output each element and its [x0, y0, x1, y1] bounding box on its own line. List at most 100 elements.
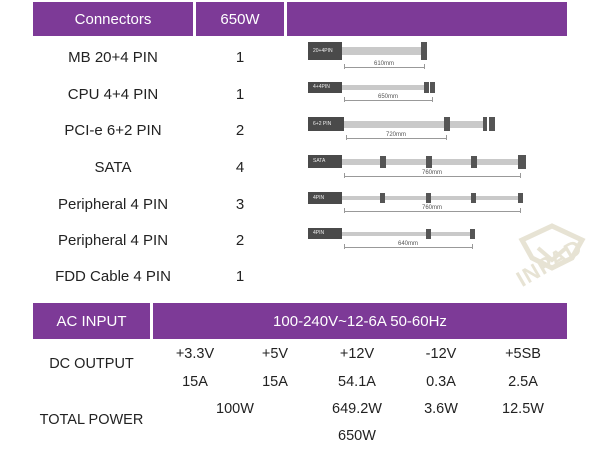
- rail-voltage: -12V: [425, 346, 457, 362]
- plug-label: SATA: [313, 158, 326, 164]
- cable-length: 610mm: [373, 61, 394, 67]
- wire: [342, 196, 520, 200]
- dimension-tick: [346, 135, 347, 140]
- connector-head: [380, 156, 386, 168]
- connector-head: [483, 117, 487, 131]
- connector-name: PCI-e 6+2 PIN: [64, 122, 162, 139]
- power-minus-12v: 3.6W: [424, 401, 458, 417]
- plug-label: 4PIN: [313, 230, 325, 236]
- connector-head: [470, 229, 475, 239]
- total-power-label: TOTAL POWER: [39, 412, 144, 428]
- dimension-tick: [424, 64, 425, 69]
- cable-diagram-pcie: 6+2 PIN 720mm: [308, 117, 498, 145]
- wire: [342, 232, 472, 236]
- wire: [342, 85, 426, 90]
- rail-current: 15A: [262, 374, 288, 390]
- connector-count: 1: [235, 268, 245, 285]
- dimension-tick: [520, 208, 521, 213]
- plug-label: 4PIN: [313, 195, 325, 201]
- plug-peripheral: 4PIN: [308, 228, 342, 239]
- inpad-logo-icon: [518, 223, 586, 271]
- connector-name: FDD Cable 4 PIN: [55, 268, 171, 285]
- connector-count: 2: [235, 232, 245, 249]
- connector-count: 2: [235, 122, 245, 139]
- connector-name: Peripheral 4 PIN: [57, 196, 169, 213]
- connector-name: CPU 4+4 PIN: [67, 86, 159, 103]
- connector-head: [444, 117, 450, 131]
- dimension-tick: [520, 173, 521, 178]
- connector-head: [426, 156, 432, 168]
- ac-input-value: 100-240V~12-6A 50-60Hz: [273, 312, 447, 330]
- cable-diagram-cpu: 4+4PIN 650mm: [308, 82, 438, 108]
- dimension-tick: [344, 244, 345, 249]
- cable-length: 720mm: [385, 132, 406, 138]
- dimension-line: [344, 247, 472, 248]
- power-12v: 649.2W: [332, 401, 382, 417]
- connector-name: SATA: [94, 159, 132, 176]
- connector-head: [421, 42, 427, 60]
- power-5sb: 12.5W: [502, 401, 544, 417]
- dimension-tick: [344, 208, 345, 213]
- header-wattage-label: 650W: [220, 10, 260, 28]
- dimension-tick: [446, 135, 447, 140]
- dimension-line: [344, 211, 520, 212]
- connector-head: [430, 82, 435, 93]
- rail-voltage: +3.3V: [175, 346, 215, 362]
- cable-diagram-mb: 20+4PIN 610mm: [308, 42, 433, 76]
- rail-current: 0.3A: [426, 374, 456, 390]
- connector-name: Peripheral 4 PIN: [57, 232, 169, 249]
- rail-voltage: +5SB: [505, 346, 541, 362]
- ac-input-band: AC INPUT: [33, 303, 150, 339]
- header-cable-column: [287, 2, 567, 36]
- cable-length: 640mm: [397, 241, 418, 247]
- cable-length: 650mm: [377, 94, 398, 100]
- dimension-line: [344, 176, 520, 177]
- wire: [450, 121, 484, 128]
- wire: [344, 121, 446, 128]
- wire: [342, 47, 422, 55]
- cable-diagram-sata: SATA 760mm: [308, 155, 530, 183]
- connector-count: 1: [235, 86, 245, 103]
- rail-current: 15A: [182, 374, 208, 390]
- dimension-line: [346, 138, 446, 139]
- plug-peripheral: 4PIN: [308, 192, 342, 204]
- rail-current: 2.5A: [508, 374, 538, 390]
- connector-head: [380, 193, 385, 203]
- connector-head: [518, 155, 526, 169]
- plug-pcie: 6+2 PIN: [308, 117, 344, 131]
- connector-head: [424, 82, 429, 93]
- connector-count: 3: [235, 196, 245, 213]
- dimension-tick: [472, 244, 473, 249]
- power-33-5-combined: 100W: [216, 401, 254, 417]
- plug-cpu: 4+4PIN: [308, 82, 342, 93]
- total-power-value: 650W: [338, 428, 376, 444]
- connector-name: MB 20+4 PIN: [68, 49, 158, 66]
- cable-length: 760mm: [421, 205, 442, 211]
- dimension-line: [344, 67, 424, 68]
- connector-head: [426, 229, 431, 239]
- header-connectors: Connectors: [33, 2, 193, 36]
- dimension-tick: [432, 97, 433, 102]
- dc-output-label: DC OUTPUT: [49, 356, 134, 372]
- rail-voltage: +12V: [339, 346, 375, 362]
- connector-head: [518, 193, 523, 203]
- connector-head: [489, 117, 495, 131]
- ac-input-value-band: 100-240V~12-6A 50-60Hz: [153, 303, 567, 339]
- dimension-tick: [344, 64, 345, 69]
- header-connectors-label: Connectors: [74, 10, 152, 28]
- rail-voltage: +5V: [261, 346, 289, 362]
- dimension-tick: [344, 97, 345, 102]
- connector-head: [471, 193, 476, 203]
- plug-label: 6+2 PIN: [313, 121, 332, 127]
- cable-length: 760mm: [421, 170, 442, 176]
- dimension-line: [344, 100, 432, 101]
- plug-label: 20+4PIN: [313, 48, 333, 54]
- header-wattage: 650W: [196, 2, 284, 36]
- cable-diagram-peripheral-b: 4PIN 640mm: [308, 228, 478, 256]
- cable-diagram-peripheral-a: 4PIN 760mm: [308, 192, 526, 220]
- connector-head: [426, 193, 431, 203]
- connector-head: [471, 156, 477, 168]
- plug-label: 4+4PIN: [313, 84, 330, 90]
- connector-count: 4: [235, 159, 245, 176]
- dimension-tick: [344, 173, 345, 178]
